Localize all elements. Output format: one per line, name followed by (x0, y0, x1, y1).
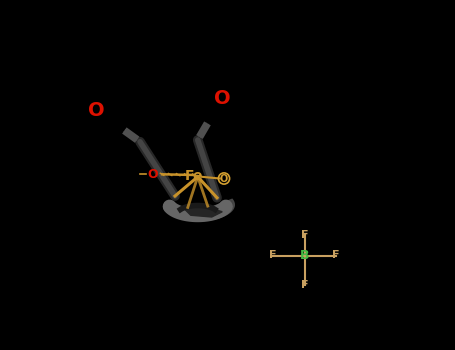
Text: B: B (300, 249, 309, 262)
Text: F: F (301, 230, 308, 239)
Polygon shape (164, 206, 233, 219)
Polygon shape (201, 199, 234, 220)
Text: O: O (88, 101, 105, 120)
Text: F: F (269, 251, 277, 260)
Polygon shape (184, 206, 222, 217)
Text: O: O (147, 168, 157, 182)
Text: F: F (301, 280, 308, 290)
Text: O: O (220, 174, 228, 183)
Text: O: O (214, 89, 231, 107)
Text: F: F (332, 251, 340, 260)
Text: Fe: Fe (184, 169, 203, 183)
